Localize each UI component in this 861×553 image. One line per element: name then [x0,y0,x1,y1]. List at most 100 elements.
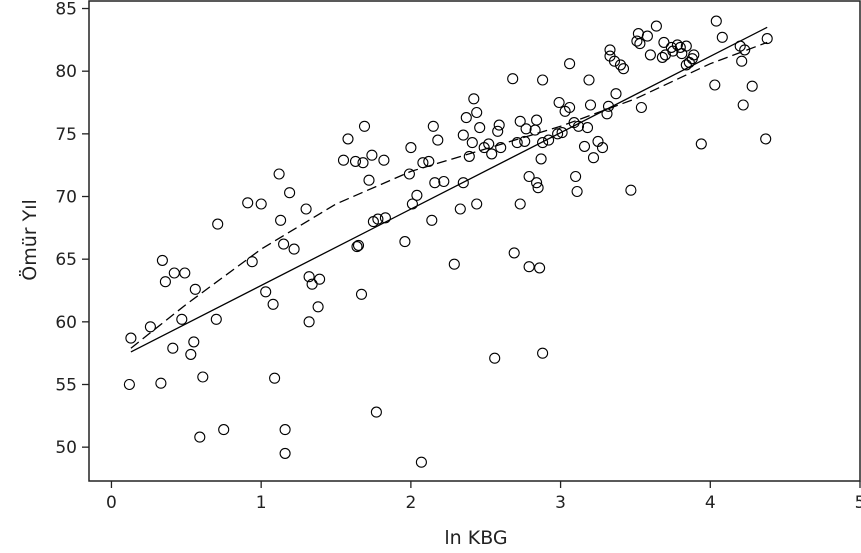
data-point [288,243,300,255]
data-point [680,40,692,52]
data-point [656,51,668,63]
y-axis-title: Ömür Yıl [18,199,41,281]
data-point [587,152,600,164]
data-point [429,177,441,189]
y-tick-label: 80 [55,62,77,82]
data-point [537,347,549,359]
data-point [314,273,326,285]
data-point [457,177,469,189]
data-point [460,112,472,124]
data-point [556,127,568,139]
data-point [352,239,365,251]
solid-fit-line [130,26,768,353]
data-point [736,55,748,67]
data-point [650,20,662,32]
data-point [641,30,653,42]
data-point [278,238,290,250]
data-point [176,313,188,325]
data-point [514,115,526,127]
data-point [492,125,504,137]
data-point [275,214,287,226]
data-point [474,122,486,134]
data-point [581,122,594,134]
data-point [411,189,423,201]
data-point [255,198,267,210]
data-point [671,39,683,51]
data-point [448,258,460,270]
data-point [179,267,191,279]
data-point [246,256,258,268]
data-point [432,134,444,146]
y-tick-label: 70 [55,188,77,208]
data-point [218,424,230,436]
y-tick-label: 85 [55,0,77,20]
data-point [601,108,613,120]
data-point [351,241,363,253]
data-point [306,278,318,290]
data-point [608,55,621,67]
x-axis: 0 1 2 3 4 5 [106,481,861,513]
data-point [572,120,585,132]
data-point [378,154,390,166]
data-point [552,128,564,140]
data-point [483,138,495,150]
data-point [564,58,576,70]
data-point [604,44,616,56]
data-point [614,59,627,71]
data-point [269,372,281,384]
data-point [471,106,483,119]
data-point [570,170,582,183]
data-point [511,137,523,149]
data-point [155,377,167,389]
data-point [457,129,469,141]
data-point [578,140,591,152]
data-point [680,59,692,71]
data-point [495,142,507,154]
data-point [159,276,171,288]
data-point [635,101,647,114]
data-point [144,321,156,333]
data-point [355,288,368,300]
data-point [543,134,555,146]
data-point [438,175,450,188]
data-point [427,120,439,132]
y-tick-label: 60 [55,313,77,333]
x-tick-label: 1 [256,493,267,513]
data-point [194,431,206,443]
data-point [242,197,254,209]
data-point [688,49,700,61]
y-tick-label: 75 [55,125,77,145]
data-point [739,44,751,56]
x-tick-label: 3 [555,493,566,513]
data-point [358,120,371,132]
data-point [303,271,315,283]
x-tick-label: 2 [405,493,416,513]
data-point [737,99,749,111]
data-point [617,63,630,75]
data-point [596,142,609,154]
data-point [760,133,772,145]
data-point [167,342,179,354]
x-axis-title: ln KBG [444,527,507,549]
data-point [571,185,583,198]
data-point [514,198,526,210]
data-point [284,187,296,199]
data-point [349,155,362,167]
data-point [523,170,535,183]
data-point [610,88,622,100]
data-point [746,80,758,92]
data-point [279,424,291,436]
data-point [303,316,315,328]
data-point [260,286,272,298]
data-point [300,203,312,215]
data-point [342,133,354,145]
data-point [417,157,429,169]
x-tick-label: 0 [106,493,117,513]
data-point [210,313,222,325]
y-tick-label: 65 [55,250,77,270]
data-point [508,247,520,259]
data-point [602,100,615,112]
data-point [644,49,656,61]
